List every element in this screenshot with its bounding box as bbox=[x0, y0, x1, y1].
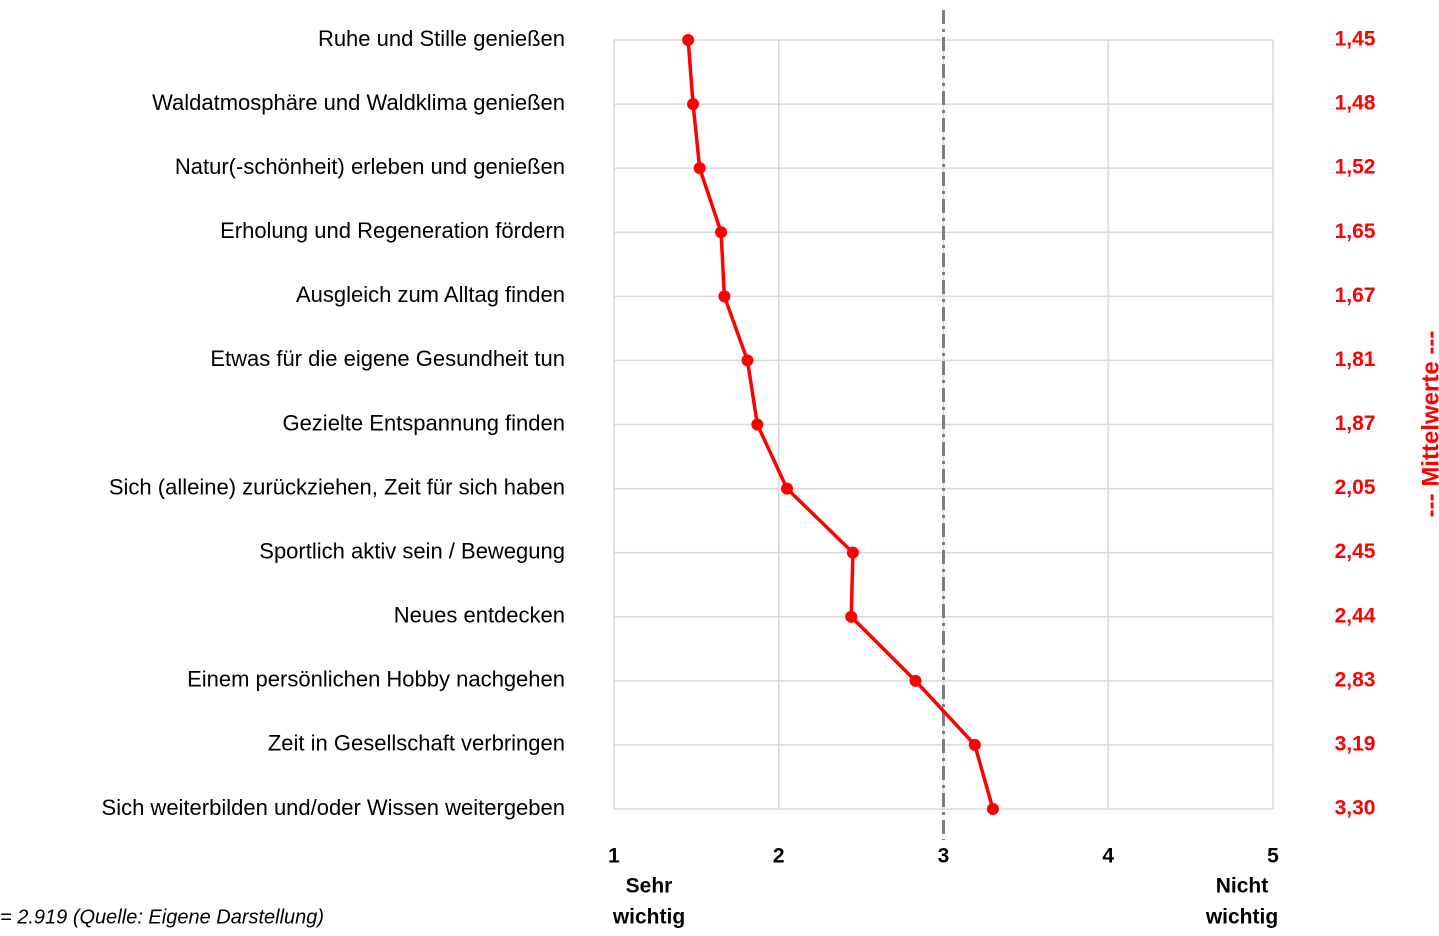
value-label: 2,05 bbox=[1335, 476, 1376, 499]
category-label: Waldatmosphäre und Waldklima genießen bbox=[152, 90, 565, 115]
point bbox=[682, 34, 695, 46]
x-tick-label: 5 bbox=[1267, 845, 1279, 868]
x-tick-label: 1 bbox=[608, 845, 620, 868]
value-label: 2,83 bbox=[1335, 668, 1376, 691]
end-label: wichtig bbox=[612, 906, 685, 929]
end-label: Nicht bbox=[1216, 875, 1269, 898]
point bbox=[846, 546, 859, 559]
value-label: 1,45 bbox=[1335, 28, 1376, 51]
category-label: Ausgleich zum Alltag finden bbox=[296, 282, 565, 307]
end-label: wichtig bbox=[1205, 906, 1278, 929]
category-label: Sportlich aktiv sein / Bewegung bbox=[259, 538, 565, 563]
point bbox=[780, 482, 793, 495]
right-axis-label: --- Mittelwerte --- bbox=[1417, 331, 1439, 518]
point bbox=[687, 98, 700, 111]
category-label: Zeit in Gesellschaft verbringen bbox=[268, 731, 565, 756]
footnote: = 2.919 (Quelle: Eigene Darstellung) bbox=[0, 906, 324, 928]
value-label: 1,87 bbox=[1335, 412, 1376, 435]
value-label: 1,65 bbox=[1335, 220, 1376, 243]
point bbox=[909, 674, 922, 687]
x-tick-label: 3 bbox=[938, 845, 950, 868]
value-label: 1,67 bbox=[1335, 284, 1376, 307]
value-label: 3,30 bbox=[1335, 797, 1376, 820]
category-label: Erholung und Regeneration fördern bbox=[220, 218, 565, 243]
value-label: 1,52 bbox=[1335, 156, 1376, 179]
point bbox=[968, 738, 981, 751]
point bbox=[693, 162, 706, 175]
value-label: 3,19 bbox=[1335, 732, 1376, 755]
category-label: Ruhe und Stille genießen bbox=[318, 26, 565, 51]
category-label: Einem persönlichen Hobby nachgehen bbox=[187, 667, 565, 692]
point bbox=[751, 418, 764, 431]
point bbox=[741, 354, 754, 367]
value-label: 2,45 bbox=[1335, 540, 1376, 563]
value-label: 2,44 bbox=[1335, 604, 1376, 627]
category-label: Sich (alleine) zurückziehen, Zeit für si… bbox=[109, 474, 565, 499]
end-label: Sehr bbox=[626, 875, 673, 898]
value-label: 1,48 bbox=[1335, 92, 1376, 115]
category-label: Neues entdecken bbox=[394, 603, 565, 628]
category-label: Natur(-schönheit) erleben und genießen bbox=[175, 154, 565, 179]
x-tick-label: 4 bbox=[1102, 845, 1114, 868]
value-label: 1,81 bbox=[1335, 348, 1376, 371]
point bbox=[718, 290, 731, 303]
point bbox=[845, 610, 858, 623]
point bbox=[715, 226, 728, 239]
point bbox=[986, 803, 999, 815]
category-label: Gezielte Entspannung finden bbox=[282, 410, 565, 435]
category-label: Sich weiterbilden und/oder Wissen weiter… bbox=[102, 795, 565, 820]
category-label: Etwas für die eigene Gesundheit tun bbox=[210, 346, 565, 371]
x-tick-label: 2 bbox=[773, 845, 785, 868]
